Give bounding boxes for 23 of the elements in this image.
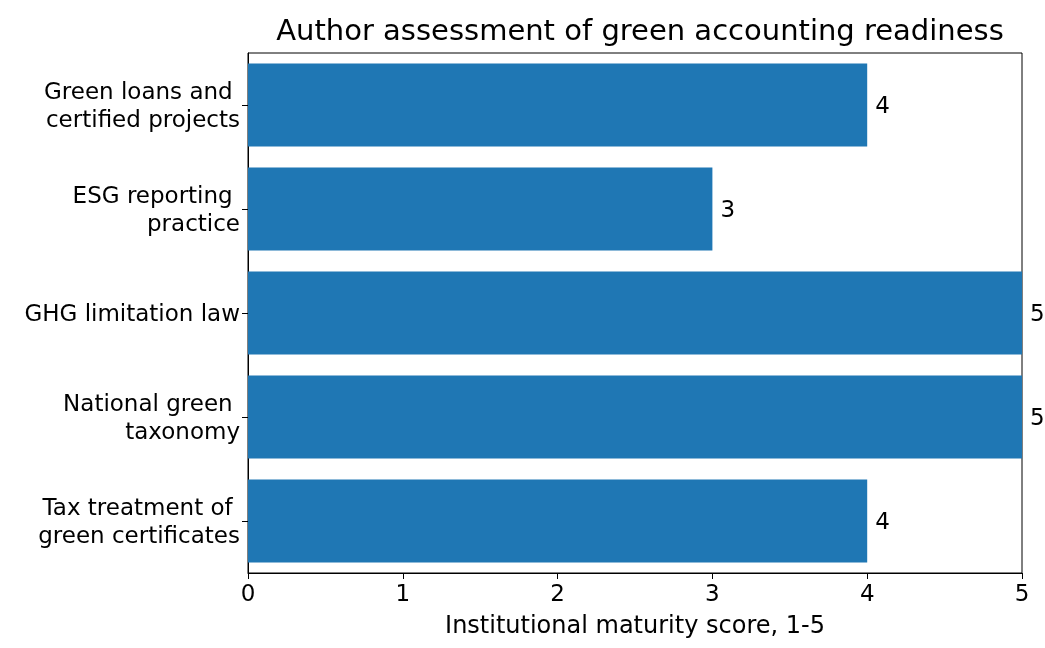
data-label: 5 <box>1030 300 1045 326</box>
x-tick-label: 3 <box>705 579 720 606</box>
x-tick-label: 0 <box>240 579 256 606</box>
chart-title: Author assessment of green accounting readiness <box>276 12 1004 47</box>
data-label: 3 <box>720 196 736 222</box>
bar <box>248 271 1022 355</box>
bar <box>248 375 1022 459</box>
x-tick-label: 1 <box>395 579 411 606</box>
data-label: 4 <box>875 92 890 118</box>
y-tick-label: National green taxonomy <box>63 390 240 444</box>
bar <box>248 479 868 563</box>
bar <box>248 167 713 251</box>
x-tick-label: 5 <box>1014 579 1030 606</box>
y-tick-label: GHG limitation law <box>24 300 240 326</box>
y-tick-label: Green loans and certified projects <box>44 78 240 132</box>
data-label: 5 <box>1030 404 1045 430</box>
x-tick-label: 4 <box>859 579 875 606</box>
y-tick-label: ESG reporting practice <box>72 182 240 236</box>
x-axis-title: Institutional maturity score, 1-5 <box>445 611 825 639</box>
bar <box>248 63 868 147</box>
y-tick-label: Tax treatment of green certificates <box>38 494 240 548</box>
data-label: 4 <box>875 508 890 534</box>
x-tick-label: 2 <box>550 579 565 606</box>
